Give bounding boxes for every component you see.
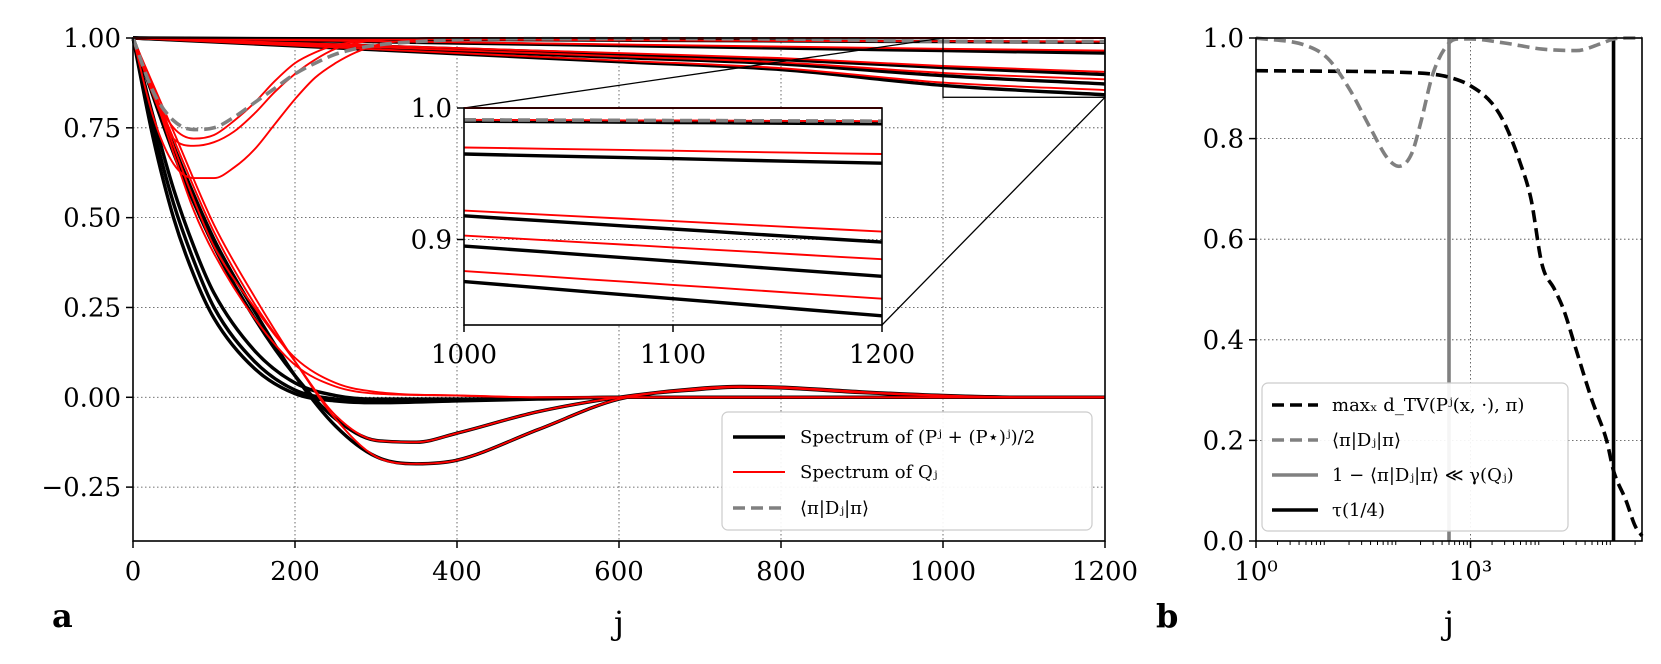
panel-label-b: b <box>1156 597 1178 635</box>
x-tick-label: 400 <box>432 557 482 587</box>
inset-x-tick-label: 1000 <box>431 340 497 370</box>
legend-box <box>721 411 1093 531</box>
inset-x-tick-label: 1100 <box>640 340 706 370</box>
inset-series-line-1 <box>463 152 883 165</box>
inset-zoom-indicator <box>463 37 1106 326</box>
legend-label-max-dtv: maxₓ d_TV(Pʲ(x, ·), π) <box>1332 395 1524 416</box>
legend-label-tau: τ(1/4) <box>1332 500 1385 521</box>
y-tick-label: 0.00 <box>63 383 121 413</box>
legend-label-gap-condition: 1 − ⟨π|Dⱼ|π⟩ ≪ γ(Qⱼ) <box>1332 465 1514 486</box>
series-line-0 <box>1255 68 1644 538</box>
zoom-region-box <box>942 37 1106 98</box>
y-tick-label: 0.2 <box>1203 426 1244 456</box>
y-tick-label: 1.00 <box>63 24 121 54</box>
x-tick-label: 10⁰ <box>1234 557 1278 587</box>
zoom-connector-top <box>463 37 944 109</box>
y-tick-label: 0.50 <box>63 204 121 234</box>
legend-label-pi-d-pi: ⟨π|Dⱼ|π⟩ <box>1332 430 1401 451</box>
panel-a: 0 200 400 600 800 1000 1200 −0.25 0.00 0.25 0.50 0.… <box>41 24 1138 642</box>
inset-series-line-7 <box>463 209 883 233</box>
y-tick-label: 0.4 <box>1203 326 1244 356</box>
zoom-connector-bottom <box>881 96 1106 326</box>
inset-series-line-2 <box>463 214 883 244</box>
inset-series-line-0 <box>463 119 883 126</box>
series-line-1 <box>1255 36 1642 169</box>
x-tick-label: 10³ <box>1449 557 1493 587</box>
x-tick-label: 200 <box>270 557 320 587</box>
x-tick-label: 1200 <box>1072 557 1138 587</box>
x-tick-label: 800 <box>756 557 806 587</box>
y-tick-label: 1.0 <box>1203 24 1244 54</box>
inset-x-tick-label: 1200 <box>849 340 915 370</box>
y-tick-label: 0.6 <box>1203 225 1244 255</box>
inset-series-line-3 <box>463 244 883 278</box>
legend-label-spectrum-q: Spectrum of Qⱼ <box>800 462 938 483</box>
panel-a-xlabel: j <box>610 604 624 642</box>
inset-y-tick-label: 1.0 <box>411 94 452 124</box>
y-tick-label: 0.25 <box>63 293 121 323</box>
inset-series-line-9 <box>463 270 883 300</box>
inset: 1000 1100 1200 0.9 1.0 <box>411 94 915 370</box>
inset-series-line-8 <box>463 234 883 261</box>
legend-box <box>1261 382 1569 532</box>
y-tick-label: 0.8 <box>1203 125 1244 155</box>
x-tick-label: 0 <box>125 557 142 587</box>
inset-series-line-22 <box>463 118 883 123</box>
inset-series-line-4 <box>463 279 883 318</box>
x-tick-label: 1000 <box>910 557 976 587</box>
panel-b-xlabel: j <box>1440 604 1454 642</box>
panel-b-legend: maxₓ d_TV(Pʲ(x, ·), π) ⟨π|Dⱼ|π⟩ 1 − ⟨π|D… <box>1261 382 1569 532</box>
inset-series-line-6 <box>463 146 883 155</box>
inset-y-tick-label: 0.9 <box>411 226 452 256</box>
panel-label-a: a <box>52 597 73 635</box>
y-tick-label: 0.75 <box>63 114 121 144</box>
legend-label-pi-d-pi: ⟨π|Dⱼ|π⟩ <box>800 498 869 519</box>
y-tick-label: −0.25 <box>41 473 121 503</box>
x-tick-label: 600 <box>594 557 644 587</box>
y-tick-label: 0.0 <box>1203 527 1244 557</box>
panel-b: 10⁰ 10³ 0.0 0.2 0.4 0.6 0.8 1.0 j b maxₓ d_TV(P… <box>1156 24 1644 642</box>
legend-label-spectrum-p: Spectrum of (Pʲ + (P⋆)ʲ)/2 <box>800 427 1035 448</box>
panel-a-legend: Spectrum of (Pʲ + (P⋆)ʲ)/2 Spectrum of Q… <box>721 411 1093 531</box>
series-line-18 <box>132 37 1105 465</box>
